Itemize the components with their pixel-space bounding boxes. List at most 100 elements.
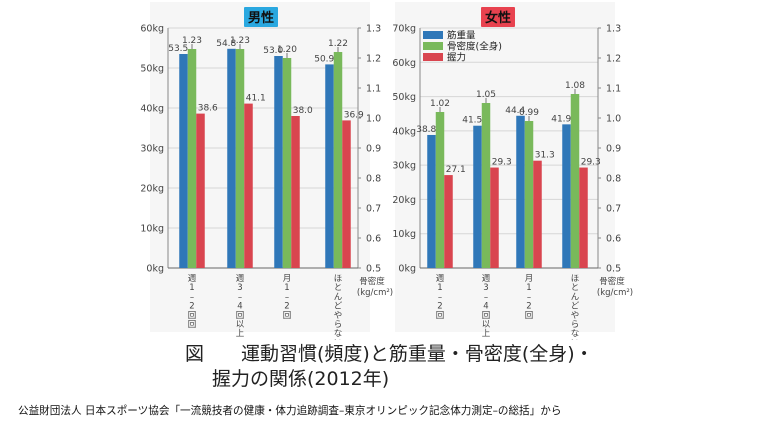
female-bar-label: 44.4 (505, 106, 525, 116)
female-y2-tick-label: 0.8 (606, 174, 621, 185)
female-category-label: い (571, 338, 580, 340)
male-y2-tick-label: 1.0 (366, 114, 381, 125)
male-bar (244, 103, 253, 268)
male-bar (333, 52, 343, 268)
male-category-label: 2 (284, 302, 289, 312)
male-category-label: 月 (283, 274, 292, 284)
female-y-tick-label: 10kg (392, 229, 416, 240)
caption-line-2: 握力の関係(2012年) (212, 368, 390, 390)
female-bar (490, 167, 499, 268)
male-bar-label: 1.23 (230, 36, 250, 46)
male-category-label: – (190, 292, 194, 302)
male-bar (187, 49, 197, 268)
male-y-tick-label: 50kg (140, 64, 164, 75)
male-title-badge (244, 7, 278, 27)
female-category-label: 回 (482, 311, 491, 321)
male-category-label: い (334, 338, 343, 340)
female-bar (524, 121, 534, 268)
female-y2-tick-label: 0.6 (606, 234, 621, 245)
female-category-label: ほ (571, 274, 580, 284)
male-bar (274, 56, 283, 268)
male-bar-label: 1.22 (328, 39, 348, 49)
male-bar-label: 50.9 (314, 54, 334, 64)
female-bar (427, 134, 436, 268)
female-bar-label: 1.05 (476, 90, 496, 100)
female-category-label: 4 (483, 302, 488, 312)
male-category-label: や (334, 311, 343, 321)
female-bar (481, 103, 491, 268)
female-bar (562, 124, 571, 268)
male-category-label: – (285, 292, 289, 302)
source-credit: 公益財団法人 日本スポーツ協会「一流競技者の健康・体力追跡調査–東京オリンピック… (18, 405, 562, 417)
male-bar-label: 36.9 (344, 110, 364, 120)
male-bar-label: 54.8 (216, 39, 236, 49)
female-bar-label: 41.5 (462, 116, 482, 126)
male-bar-label: 1.20 (277, 45, 297, 55)
female-category-label: 2 (526, 302, 531, 312)
female-category-label: ら (571, 320, 580, 330)
male-category-label: 4 (237, 302, 242, 312)
male-category-label: 上 (236, 329, 245, 339)
male-category-label: 回 (236, 311, 245, 321)
male-y-tick-label: 0kg (146, 264, 164, 275)
female-bar-label: 1.08 (565, 81, 585, 91)
male-bar (196, 113, 205, 268)
male-bar (342, 120, 351, 269)
female-bar (473, 125, 482, 268)
male-bar-label: 41.1 (246, 94, 266, 104)
female-bar-label: 27.1 (446, 165, 466, 175)
female-category-label: – (527, 292, 531, 302)
male-bar (227, 48, 236, 268)
female-y2-tick-label: 0.5 (606, 264, 621, 275)
male-y-tick-label: 10kg (140, 224, 164, 235)
female-legend-swatch (423, 53, 443, 61)
male-y2-tick-label: 1.3 (366, 24, 381, 35)
female-y2-tick-label: 0.7 (606, 204, 621, 215)
male-y2-tick-label: 0.7 (366, 204, 381, 215)
male-category-label: 週 (236, 274, 245, 284)
male-category-label: ほ (334, 274, 343, 284)
female-y-tick-label: 20kg (392, 195, 416, 206)
female-bar-label: 31.3 (535, 151, 555, 161)
female-y2-tick-label: 1.3 (606, 24, 621, 35)
female-y2-tick-label: 1.1 (606, 84, 621, 95)
female-bar-label: 29.3 (492, 158, 512, 168)
female-bar (570, 94, 580, 268)
female-y-tick-label: 60kg (392, 58, 416, 69)
female-y-tick-label: 30kg (392, 161, 416, 172)
female-chart-title: 女性 (485, 10, 511, 26)
female-y-tick-label: 40kg (392, 126, 416, 137)
male-y-tick-label: 60kg (140, 24, 164, 35)
male-category-label: な (334, 329, 343, 339)
male-y2-tick-label: 0.9 (366, 144, 381, 155)
female-category-label: 週 (482, 274, 491, 284)
female-bar-label: 1.02 (430, 99, 450, 109)
male-y-tick-label: 30kg (140, 144, 164, 155)
chart-area: 0kg10kg20kg30kg40kg50kg60kg0.50.60.70.80… (140, 7, 634, 340)
female-y-tick-label: 0kg (398, 264, 416, 275)
male-category-label: 回 (188, 320, 197, 330)
male-category-label: 1 (284, 283, 289, 293)
female-legend-swatch (423, 31, 443, 39)
male-category-label: ん (334, 292, 343, 302)
female-legend-label: 握力 (447, 52, 466, 64)
male-category-label: ら (334, 320, 343, 330)
female-category-label: 3 (483, 283, 488, 293)
male-bar-label: 38.6 (198, 104, 218, 114)
female-category-label: – (438, 292, 442, 302)
male-category-label: と (334, 283, 343, 293)
male-category-label: 2 (189, 302, 194, 312)
figure-caption: 図 運動習慣(頻度)と筋重量・骨密度(全身)・ 握力の関係(2012年) (185, 342, 594, 392)
female-y-tick-label: 50kg (392, 92, 416, 103)
female-y2-tick-label: 1.2 (606, 54, 621, 65)
male-category-label: 回 (283, 311, 292, 321)
male-y2-tick-label: 0.6 (366, 234, 381, 245)
male-bar (282, 58, 292, 268)
female-category-label: 以 (482, 320, 491, 330)
male-category-label: 3 (237, 283, 242, 293)
male-y2-tick-label: 1.2 (366, 54, 381, 65)
female-category-label: 週 (436, 274, 445, 284)
female-bar (435, 112, 445, 268)
male-y2-tick-label: 0.5 (366, 264, 381, 275)
female-legend-swatch (423, 42, 443, 50)
